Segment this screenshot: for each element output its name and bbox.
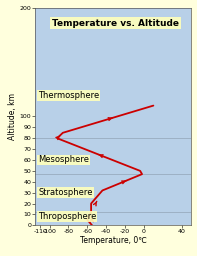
Text: Throposphere: Throposphere (38, 212, 97, 221)
Y-axis label: Altitude, km: Altitude, km (8, 93, 17, 140)
X-axis label: Temperature, 0℃: Temperature, 0℃ (80, 236, 147, 245)
Text: Temperature vs. Altitude: Temperature vs. Altitude (52, 18, 179, 28)
Text: Stratosphere: Stratosphere (38, 188, 93, 197)
Text: Mesosphere: Mesosphere (38, 155, 89, 164)
Text: Thermosphere: Thermosphere (38, 91, 99, 100)
